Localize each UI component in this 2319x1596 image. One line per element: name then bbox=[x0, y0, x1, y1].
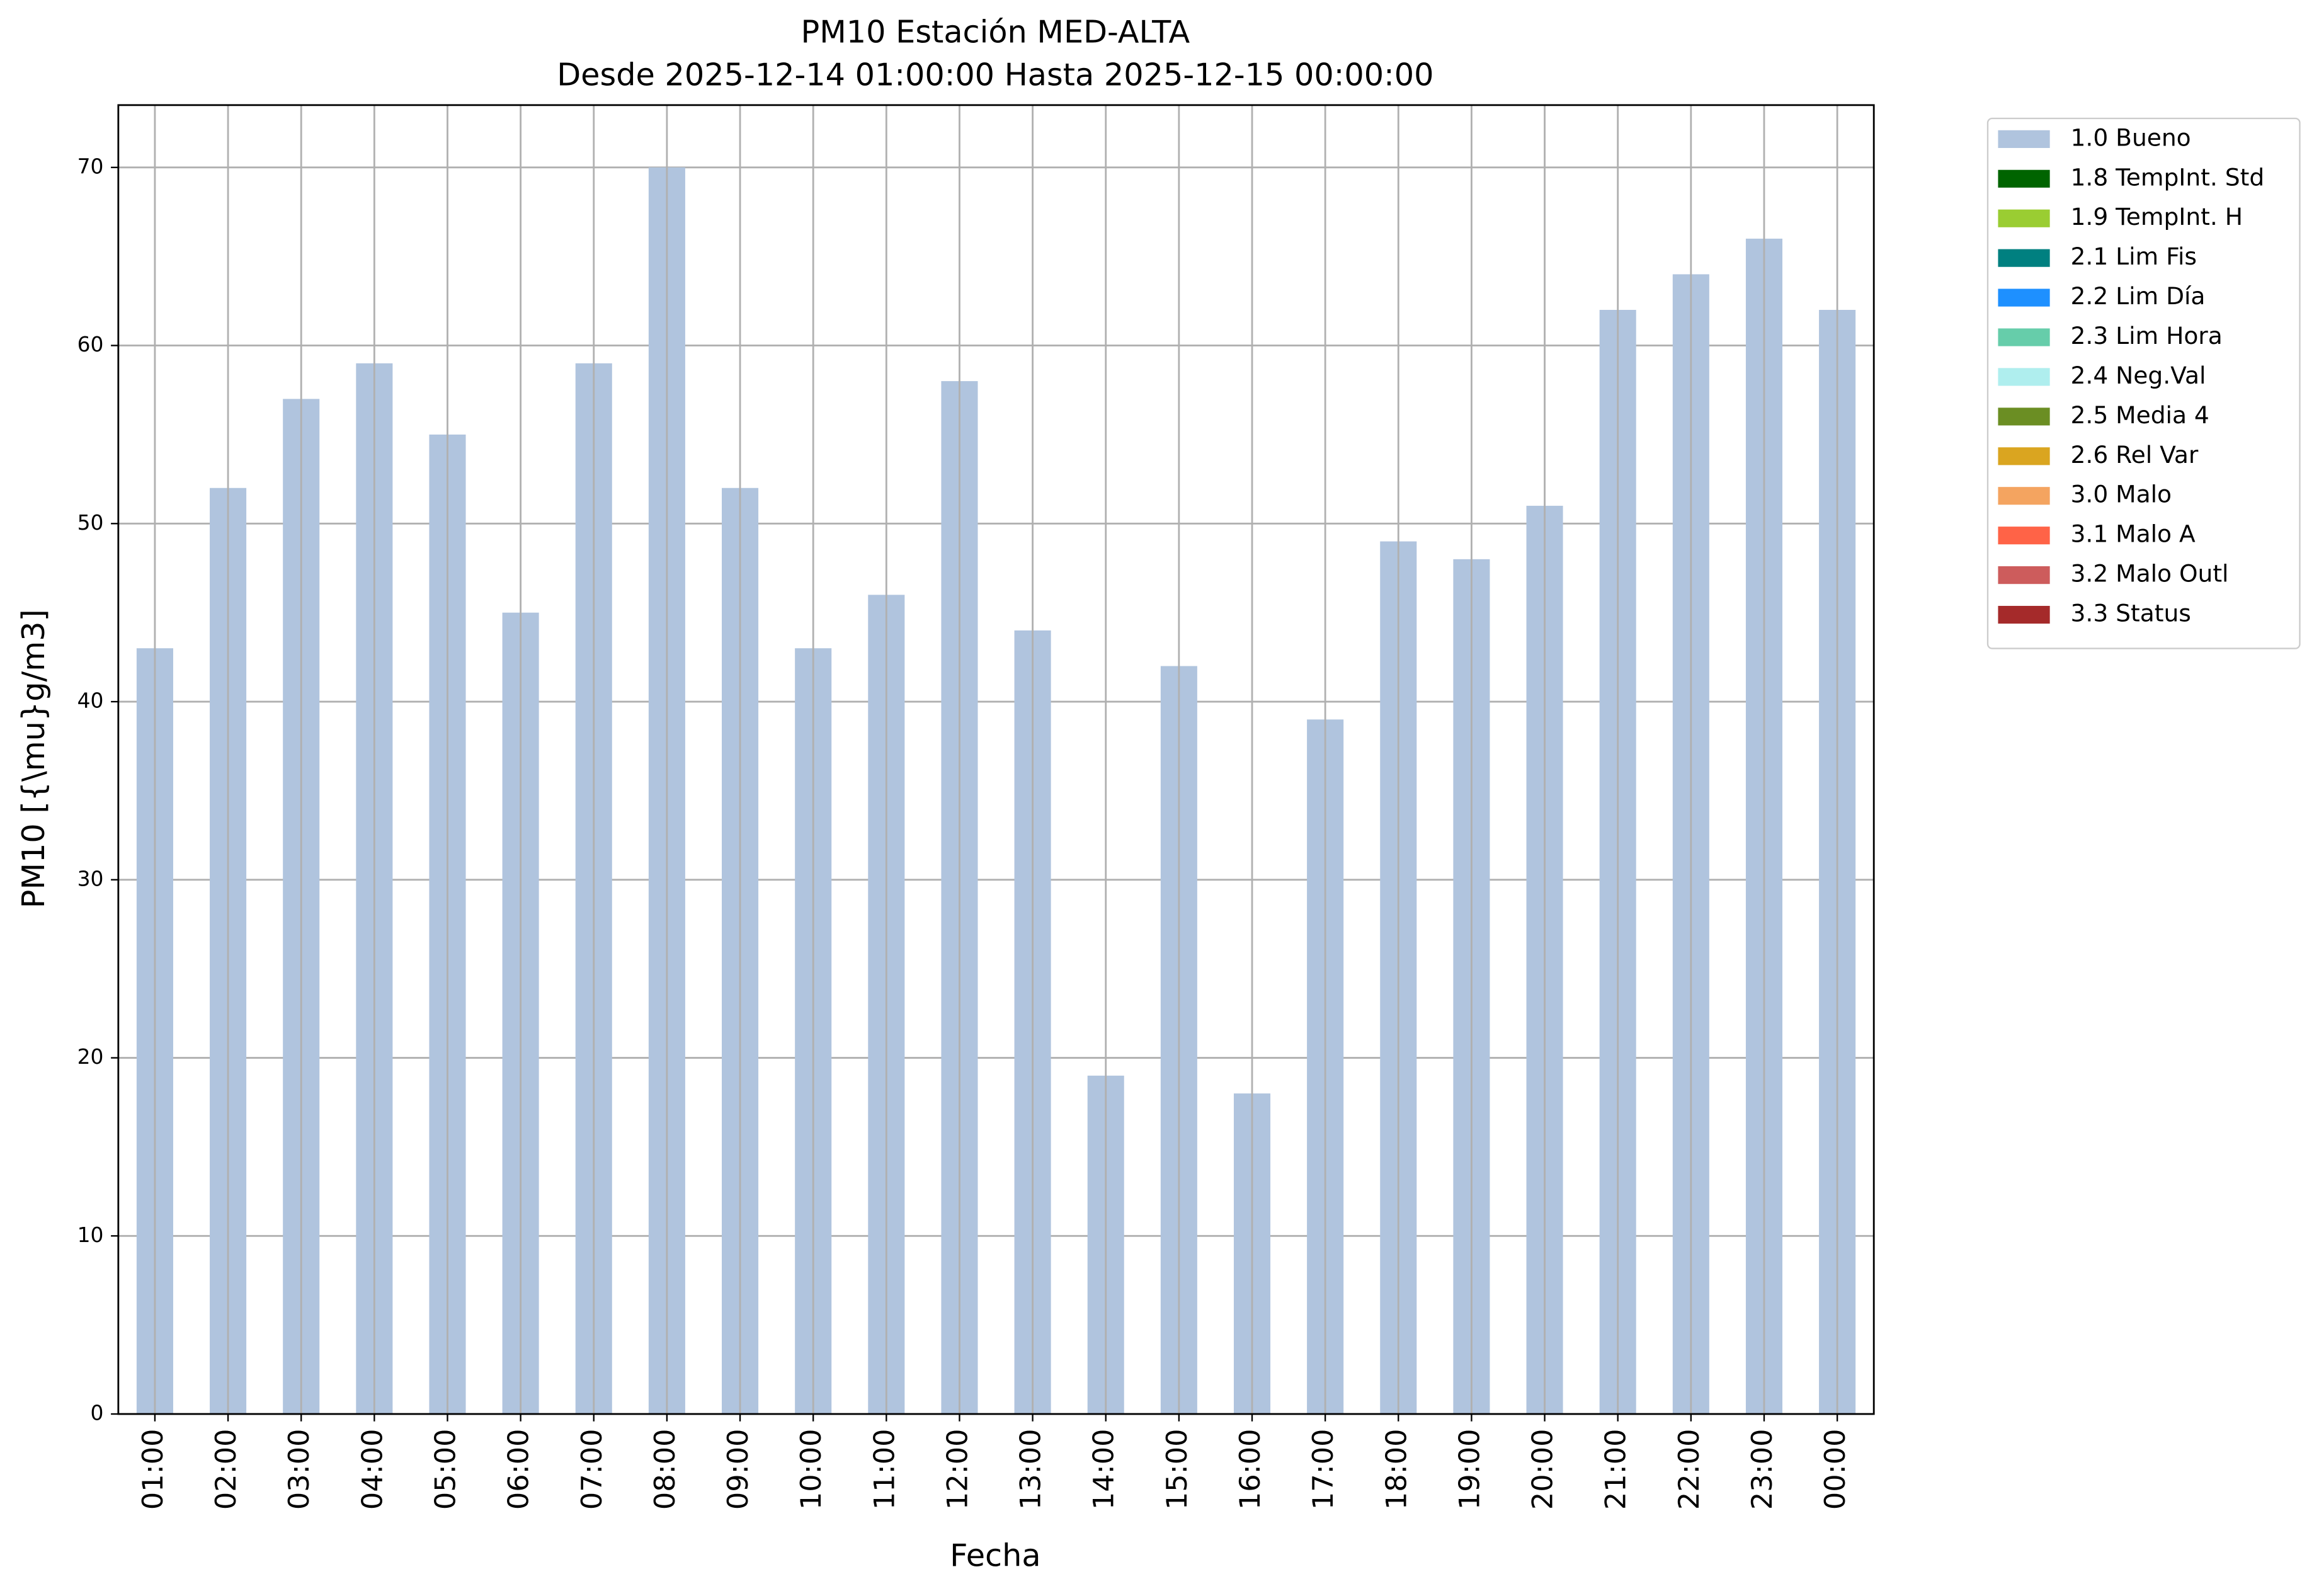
y-tick-label: 0 bbox=[90, 1401, 103, 1425]
legend-label: 2.2 Lim Día bbox=[2071, 282, 2206, 310]
x-axis-label: Fecha bbox=[950, 1537, 1041, 1573]
legend-label: 3.1 Malo A bbox=[2071, 520, 2196, 548]
legend-label: 3.0 Malo bbox=[2071, 481, 2172, 508]
x-tick-label: 02:00 bbox=[210, 1429, 242, 1510]
legend-swatch bbox=[1998, 249, 2050, 267]
legend-label: 2.6 Rel Var bbox=[2071, 441, 2199, 469]
x-tick-label: 03:00 bbox=[283, 1429, 316, 1510]
y-tick-label: 40 bbox=[77, 688, 104, 713]
x-tick-label: 08:00 bbox=[649, 1429, 681, 1510]
y-tick-label: 60 bbox=[77, 332, 104, 356]
x-tick-label: 05:00 bbox=[429, 1429, 462, 1510]
x-tick-label: 17:00 bbox=[1307, 1429, 1340, 1510]
x-tick-label: 04:00 bbox=[356, 1429, 389, 1510]
plot-frame bbox=[117, 104, 1875, 1415]
x-tick-label: 15:00 bbox=[1161, 1429, 1194, 1510]
x-tick-label: 09:00 bbox=[722, 1429, 755, 1510]
legend-swatch bbox=[1998, 487, 2050, 505]
y-tick-label: 20 bbox=[77, 1044, 104, 1069]
legend-swatch bbox=[1998, 605, 2050, 624]
legend-label: 1.0 Bueno bbox=[2071, 123, 2191, 151]
legend-label: 2.3 Lim Hora bbox=[2071, 322, 2223, 350]
x-tick-label: 23:00 bbox=[1746, 1429, 1779, 1510]
x-tick-label: 10:00 bbox=[795, 1429, 828, 1510]
x-tick-label: 12:00 bbox=[941, 1429, 974, 1510]
x-tick-label: 06:00 bbox=[503, 1429, 535, 1510]
legend-label: 2.1 Lim Fis bbox=[2071, 242, 2197, 270]
y-tick-label: 30 bbox=[77, 866, 104, 891]
legend-swatch bbox=[1998, 447, 2050, 465]
chart-title: PM10 Estación MED-ALTA bbox=[801, 14, 1190, 50]
x-tick-label: 16:00 bbox=[1234, 1429, 1267, 1510]
legend-label: 2.5 Media 4 bbox=[2071, 401, 2209, 429]
x-tick-label: 11:00 bbox=[868, 1429, 901, 1510]
y-tick-label: 10 bbox=[77, 1223, 104, 1247]
legend-box bbox=[1986, 117, 2301, 649]
x-tick-label: 07:00 bbox=[576, 1429, 608, 1510]
x-tick-label: 00:00 bbox=[1819, 1429, 1852, 1510]
legend-swatch bbox=[1998, 368, 2050, 386]
x-tick-label: 22:00 bbox=[1673, 1429, 1706, 1510]
x-tick-label: 01:00 bbox=[137, 1429, 169, 1510]
x-tick-label: 19:00 bbox=[1453, 1429, 1486, 1510]
legend-swatch bbox=[1998, 288, 2050, 307]
legend-label: 3.2 Malo Outl bbox=[2071, 560, 2229, 588]
legend-swatch bbox=[1998, 408, 2050, 426]
legend-swatch bbox=[1998, 209, 2050, 227]
x-tick-label: 13:00 bbox=[1015, 1429, 1047, 1510]
chart-subtitle: Desde 2025-12-14 01:00:00 Hasta 2025-12-… bbox=[557, 57, 1433, 93]
legend-swatch bbox=[1998, 527, 2050, 545]
x-tick-label: 18:00 bbox=[1380, 1429, 1413, 1510]
x-tick-label: 21:00 bbox=[1600, 1429, 1632, 1510]
legend-swatch bbox=[1998, 328, 2050, 346]
y-axis-label: PM10 [{\mu}g/m3] bbox=[15, 609, 52, 908]
legend-label: 2.4 Neg.Val bbox=[2071, 362, 2206, 389]
legend-swatch bbox=[1998, 169, 2050, 188]
legend-label: 1.9 TempInt. H bbox=[2071, 203, 2243, 231]
legend-swatch bbox=[1998, 566, 2050, 584]
legend-swatch bbox=[1998, 130, 2050, 148]
legend-label: 3.3 Status bbox=[2071, 600, 2191, 627]
x-tick-label: 14:00 bbox=[1088, 1429, 1120, 1510]
legend-label: 1.8 TempInt. Std bbox=[2071, 163, 2265, 191]
y-tick-label: 70 bbox=[77, 154, 104, 178]
x-tick-label: 20:00 bbox=[1527, 1429, 1559, 1510]
y-tick-label: 50 bbox=[77, 510, 104, 535]
